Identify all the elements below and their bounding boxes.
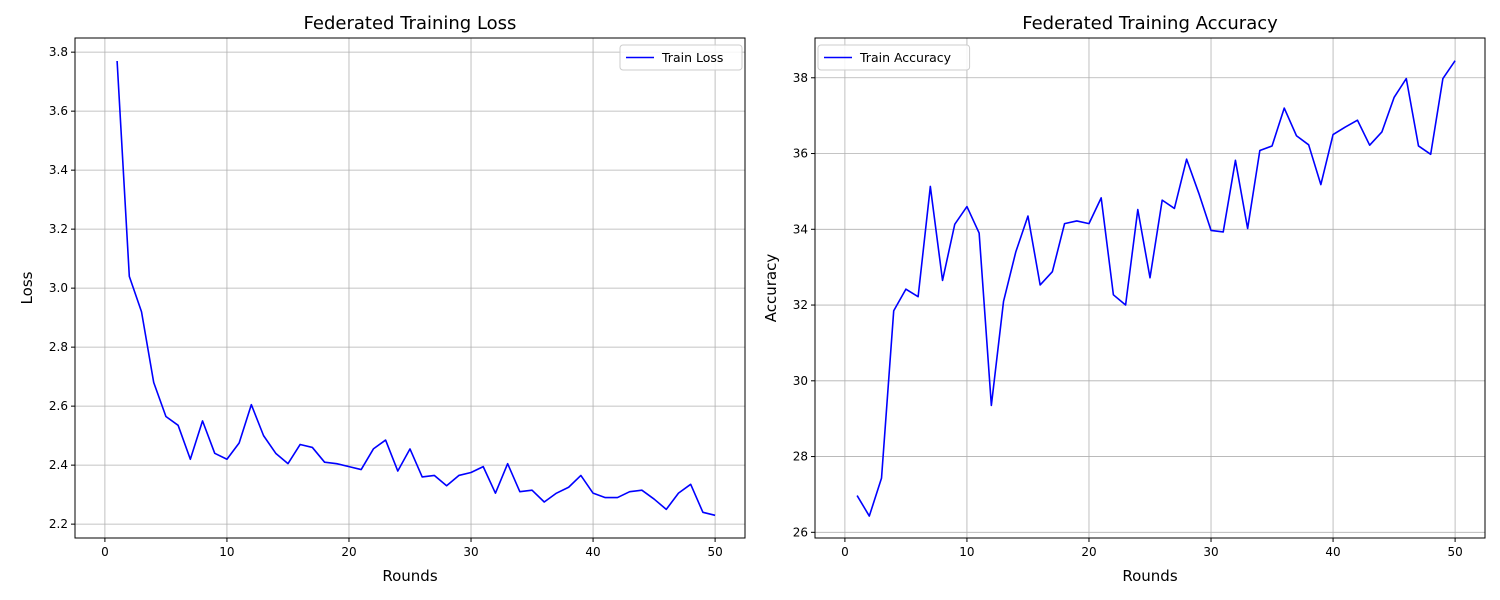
- series-line: [856, 60, 1456, 517]
- x-tick-label: 40: [1325, 545, 1340, 559]
- x-tick-label: 50: [1447, 545, 1462, 559]
- y-tick-label: 3.2: [49, 222, 68, 236]
- y-tick-label: 34: [793, 222, 808, 236]
- legend-label: Train Accuracy: [859, 50, 952, 65]
- grid: [75, 38, 745, 538]
- data-points: [117, 60, 716, 516]
- legend: Train Accuracy: [817, 44, 971, 71]
- y-tick-label: 38: [793, 71, 808, 85]
- legend: Train Loss: [619, 44, 743, 71]
- y-tick-label: 3.8: [49, 45, 68, 59]
- x-tick-label: 0: [101, 545, 109, 559]
- x-axis-label: Rounds: [382, 567, 437, 585]
- x-tick-label: 30: [463, 545, 478, 559]
- plot-frame: [814, 37, 1486, 539]
- y-tick-label: 30: [793, 374, 808, 388]
- x-tick-label: 30: [1203, 545, 1218, 559]
- legend-label: Train Loss: [661, 50, 723, 65]
- x-tick-label: 20: [1081, 545, 1096, 559]
- x-tick-label: 10: [219, 545, 234, 559]
- data-points: [857, 60, 1456, 517]
- y-tick-label: 3.6: [49, 104, 68, 118]
- y-axis-label: Loss: [18, 271, 36, 304]
- x-tick-label: 50: [707, 545, 722, 559]
- y-tick-label: 2.8: [49, 340, 68, 354]
- chart-title: Federated Training Accuracy: [1022, 13, 1278, 34]
- grid: [815, 38, 1485, 538]
- legend-box: [619, 44, 743, 71]
- y-tick-label: 2.2: [49, 517, 68, 531]
- y-tick-label: 2.6: [49, 399, 68, 413]
- y-axis-label: Accuracy: [762, 254, 780, 323]
- x-tick-label: 0: [841, 545, 849, 559]
- y-tick-label: 36: [793, 147, 808, 161]
- y-tick-label: 2.4: [49, 458, 68, 472]
- chart-panel-1: 0 10 20 30 40 50 2.2 2.4 2.6 2.8 3.0 3.2 3.4 3.6 3.8 Fe…: [18, 13, 746, 585]
- y-tick-label: 3.4: [49, 163, 68, 177]
- x-axis-label: Rounds: [1122, 567, 1177, 585]
- x-tick-label: 40: [585, 545, 600, 559]
- y-tick-label: 32: [793, 298, 808, 312]
- y-tick-label: 26: [793, 525, 808, 539]
- y-tick-label: 3.0: [49, 281, 68, 295]
- series-line: [116, 60, 716, 517]
- x-tick-label: 10: [959, 545, 974, 559]
- chart-title: Federated Training Loss: [304, 13, 517, 34]
- x-tick-label: 20: [341, 545, 356, 559]
- legend-box: [817, 44, 971, 71]
- chart-panel-2: 0 10 20 30 40 50 26 28 30 32 34 36 38 Federated Train…: [762, 13, 1486, 585]
- y-tick-label: 28: [793, 450, 808, 464]
